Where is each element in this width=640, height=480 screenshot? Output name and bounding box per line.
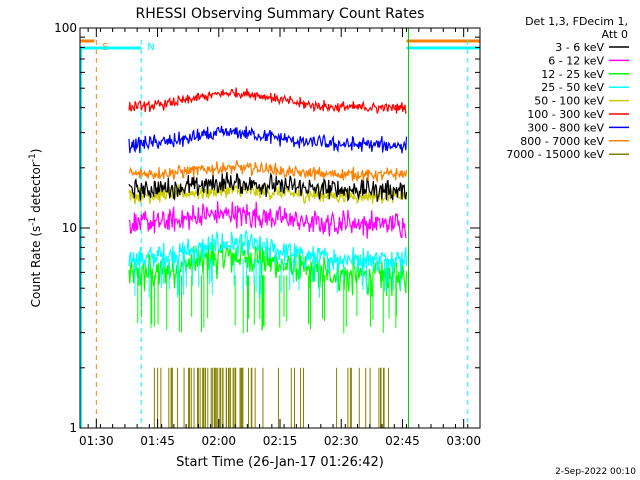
legend-header-1: Det 1,3, FDecim 1,	[525, 15, 628, 28]
xtick-label: 03:00	[446, 434, 481, 448]
xtick-label: 01:45	[140, 434, 175, 448]
series-50-100kev	[128, 183, 408, 205]
xtick-label: 02:15	[263, 434, 298, 448]
series-800-7000kev	[128, 160, 408, 184]
series-100-300kev	[128, 87, 407, 115]
series-spikes-2	[137, 275, 397, 334]
series-7000-15000-kev	[153, 367, 389, 428]
series-6-12kev	[128, 201, 407, 239]
series-12-25kev	[128, 234, 408, 297]
chart-title: RHESSI Observing Summary Count Rates	[136, 6, 425, 22]
legend-label: 300 - 800 keV	[527, 121, 604, 134]
legend-label: 800 - 7000 keV	[520, 135, 604, 148]
xtick-label: 02:00	[201, 434, 236, 448]
legend-label: 6 - 12 keV	[548, 54, 604, 67]
legend-label: 3 - 6 keV	[555, 41, 604, 54]
y-axis-label-sup2: -1	[28, 153, 38, 162]
series-3-6kev	[128, 171, 408, 202]
legend-label: 100 - 300 keV	[527, 108, 604, 121]
series-spikes-3	[134, 258, 401, 298]
xtick-label: 02:45	[385, 434, 420, 448]
xtick-label: 01:30	[79, 434, 114, 448]
legend-label: 25 - 50 keV	[541, 81, 604, 94]
series-300-800kev	[128, 125, 408, 154]
y-axis-label-sup: -1	[28, 217, 38, 226]
x-axis-label: Start Time (26-Jan-17 01:26:42)	[176, 455, 384, 470]
y-axis-label-end: )	[29, 149, 43, 154]
legend-label: 12 - 25 keV	[541, 68, 604, 81]
legend-label: 50 - 100 keV	[534, 95, 604, 108]
xtick-label: 02:30	[324, 434, 359, 448]
ytick-label: 100	[54, 21, 77, 35]
flag-label-n: N	[147, 42, 154, 53]
legend-label: 7000 - 15000 keV	[506, 148, 604, 161]
y-axis-label: Count Rate (s-1 detector-1)	[28, 149, 43, 308]
ytick-label: 1	[69, 421, 77, 435]
series-25-50kev	[128, 228, 408, 274]
ytick-label: 10	[62, 221, 77, 235]
y-axis-label-tail: detector	[29, 162, 43, 217]
y-axis-label-main: Count Rate (s	[29, 226, 43, 308]
legend-header-2: Att 0	[602, 28, 628, 41]
footer-date: 2-Sep-2022 00:10	[555, 467, 636, 477]
